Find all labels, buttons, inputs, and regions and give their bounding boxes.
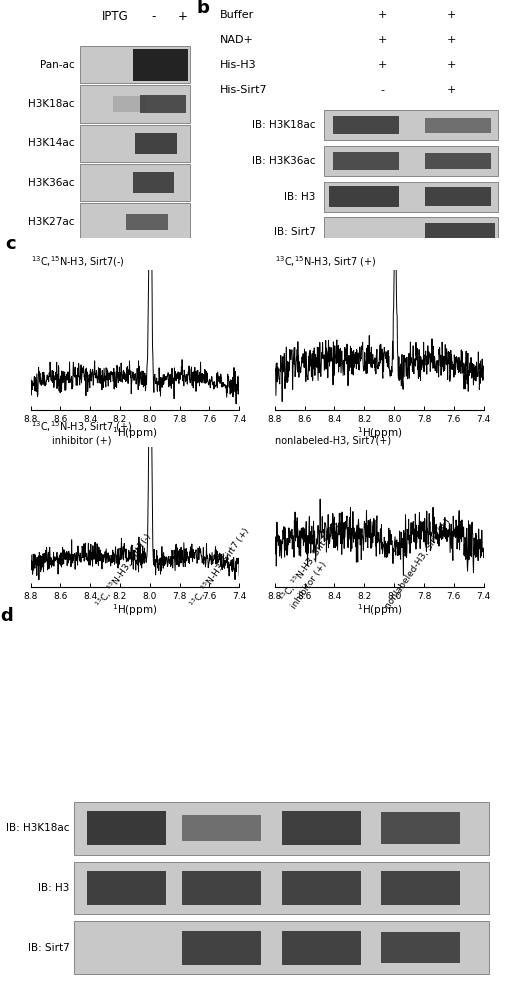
Bar [140,95,186,113]
Text: $^{13}$C,$^{15}$N-H3, Sirt7 (+): $^{13}$C,$^{15}$N-H3, Sirt7 (+) [275,254,377,269]
Bar [182,871,261,905]
Bar [80,203,190,241]
Text: nonlabeled-H3, Sirt7(+): nonlabeled-H3, Sirt7(+) [275,436,391,446]
Text: H3K27ac: H3K27ac [28,217,74,227]
Text: H3K18ac: H3K18ac [28,99,74,109]
Bar [425,223,495,242]
Bar [329,186,399,207]
Text: c: c [5,235,16,253]
X-axis label: $^1$H(ppm): $^1$H(ppm) [357,425,402,441]
Text: $^{13}$C,$^{15}$N-H3, Sirt7(-): $^{13}$C,$^{15}$N-H3, Sirt7(-) [31,254,124,269]
Text: +: + [447,35,457,45]
Bar [80,125,190,162]
Bar [182,931,261,965]
Text: $^{13}$C, $^{15}$N-H3, Sirt7 (+)
inhibitor (+): $^{13}$C, $^{15}$N-H3, Sirt7 (+) inhibit… [277,518,352,611]
Text: +: + [377,60,387,70]
Bar [281,931,360,965]
Text: $^{13}$C,$^{15}$N-H3, Sirt7 (+)
inhibitor (+): $^{13}$C,$^{15}$N-H3, Sirt7 (+) inhibito… [31,419,132,446]
Text: b: b [196,0,209,17]
Text: Pan-ac: Pan-ac [40,60,74,70]
Bar [324,146,498,176]
Text: +: + [447,60,457,70]
Text: IB: H3: IB: H3 [284,192,315,202]
Text: +: + [377,10,387,20]
Bar [74,802,489,855]
Text: IB: H3K18ac: IB: H3K18ac [6,823,69,833]
Text: His-H3: His-H3 [219,60,256,70]
Bar [425,118,491,133]
Bar [132,172,175,193]
Bar [182,815,261,841]
Text: +: + [447,10,457,20]
Bar [74,862,489,914]
X-axis label: $^1$H(ppm): $^1$H(ppm) [112,602,157,618]
Text: H3K36ac: H3K36ac [28,178,74,188]
Text: IB: H3: IB: H3 [38,883,69,893]
Text: IB: Sirt7: IB: Sirt7 [273,227,315,237]
Text: $^{13}$C, $^{15}$N-H3, Sirt7 (+): $^{13}$C, $^{15}$N-H3, Sirt7 (+) [187,524,253,611]
X-axis label: $^1$H(ppm): $^1$H(ppm) [112,425,157,441]
Text: +: + [178,10,187,23]
Bar [324,217,498,247]
Bar [281,811,360,845]
Bar [425,153,491,169]
Text: -: - [151,10,155,23]
Bar [113,96,146,112]
Text: nonlabeled-H3, Sirt7(+): nonlabeled-H3, Sirt7(+) [383,517,452,611]
Bar [80,164,190,201]
Text: d: d [1,607,13,625]
Bar [132,49,187,81]
Text: H3K14ac: H3K14ac [28,138,74,148]
Text: NAD+: NAD+ [219,35,253,45]
Bar [281,871,360,905]
Bar [333,116,399,134]
Bar [135,133,177,154]
Text: +: + [447,85,457,95]
Text: +: + [377,35,387,45]
Text: Buffer: Buffer [219,10,254,20]
Text: IPTG: IPTG [102,10,129,23]
Text: IB: H3K18ac: IB: H3K18ac [252,120,315,130]
Bar [381,932,460,963]
Bar [80,46,190,83]
Text: -: - [380,85,384,95]
Bar [324,110,498,140]
Text: IB: Sirt7: IB: Sirt7 [27,943,69,953]
Text: His-Sirt7: His-Sirt7 [219,85,267,95]
Bar [87,871,165,905]
Bar [80,85,190,123]
X-axis label: $^1$H(ppm): $^1$H(ppm) [357,602,402,618]
Text: IB: H3K36ac: IB: H3K36ac [252,156,315,166]
Bar [126,214,168,230]
Text: $^{13}$C, $^{15}$N-H3, Sirt7(-): $^{13}$C, $^{15}$N-H3, Sirt7(-) [93,530,155,611]
Bar [381,871,460,905]
Bar [87,811,165,845]
Bar [333,152,399,170]
Bar [381,812,460,844]
Bar [425,187,491,206]
Bar [324,182,498,212]
Bar [74,921,489,974]
